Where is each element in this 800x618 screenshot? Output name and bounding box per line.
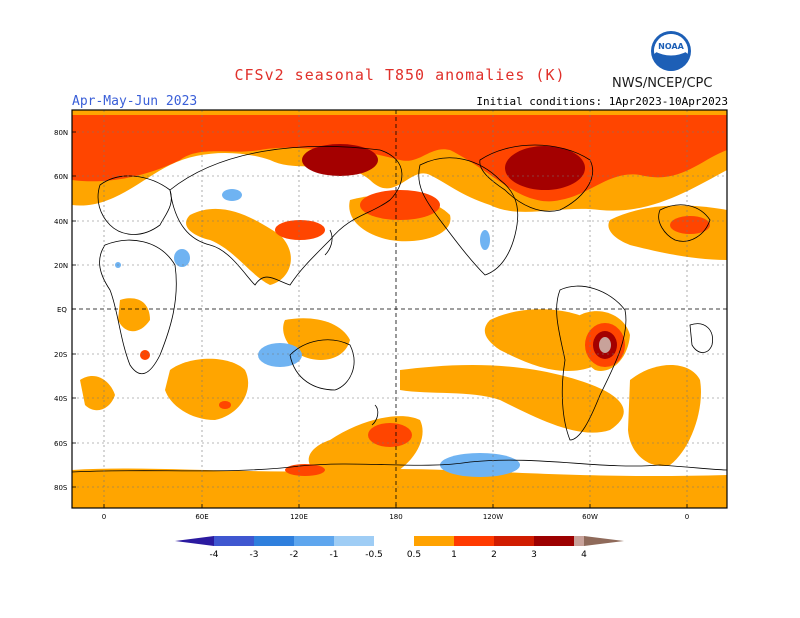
lat-label: 60S xyxy=(54,440,68,448)
lat-label: EQ xyxy=(57,306,67,314)
graticule xyxy=(72,110,727,508)
colorbar-segment xyxy=(574,536,584,546)
lon-label: 180 xyxy=(389,513,402,521)
lon-label: 0 xyxy=(102,513,106,521)
colorbar-segment xyxy=(374,536,414,546)
colorbar: -4 -3 -2 -1 -0.5 0.5 1 2 3 4 xyxy=(175,536,624,560)
lat-label: 40S xyxy=(54,395,68,403)
coastlines xyxy=(72,144,727,473)
season-label: Apr-May-Jun 2023 xyxy=(72,94,198,109)
lon-label: 60E xyxy=(195,513,208,521)
svg-text:NOAA: NOAA xyxy=(658,42,684,51)
lat-label: 80N xyxy=(54,129,68,137)
lon-label: 120E xyxy=(290,513,308,521)
agency-label: NWS/NCEP/CPC xyxy=(612,76,713,91)
longitude-labels: 0 60E 120E 180 120W 60W 0 xyxy=(102,513,689,521)
colorbar-label: 3 xyxy=(531,550,537,560)
noaa-logo: NOAA xyxy=(651,31,691,71)
colorbar-segment xyxy=(584,536,624,546)
colorbar-segment xyxy=(494,536,534,546)
colorbar-label: 4 xyxy=(581,550,587,560)
initial-conditions-label: Initial conditions: 1Apr2023-10Apr2023 xyxy=(476,95,728,108)
colorbar-label: 2 xyxy=(491,550,497,560)
colorbar-label: -1 xyxy=(330,550,339,560)
colorbar-label: -4 xyxy=(210,550,219,560)
colorbar-label: -3 xyxy=(250,550,259,560)
colorbar-segment xyxy=(175,536,214,546)
lon-label: 120W xyxy=(483,513,503,521)
map-title: CFSv2 seasonal T850 anomalies (K) xyxy=(234,66,566,84)
latitude-labels: 80N 60N 40N 20N EQ 20S 40S 60S 80S xyxy=(54,129,68,492)
colorbar-label: 0.5 xyxy=(407,550,421,560)
colorbar-segment xyxy=(254,536,294,546)
colorbar-label: 1 xyxy=(451,550,457,560)
lat-label: 20N xyxy=(54,262,68,270)
lat-label: 20S xyxy=(54,351,68,359)
colorbar-segment xyxy=(294,536,334,546)
colorbar-segment xyxy=(414,536,454,546)
anomaly-field xyxy=(72,110,727,508)
lat-label: 60N xyxy=(54,173,68,181)
colorbar-segment xyxy=(334,536,374,546)
colorbar-segment xyxy=(454,536,494,546)
lon-label: 0 xyxy=(685,513,689,521)
lat-label: 40N xyxy=(54,218,68,226)
lat-label: 80S xyxy=(54,484,68,492)
colorbar-segment xyxy=(214,536,254,546)
colorbar-label: -0.5 xyxy=(365,550,383,560)
lon-label: 60W xyxy=(582,513,598,521)
colorbar-segment xyxy=(534,536,574,546)
colorbar-label: -2 xyxy=(290,550,299,560)
axis-ticks xyxy=(72,131,688,508)
